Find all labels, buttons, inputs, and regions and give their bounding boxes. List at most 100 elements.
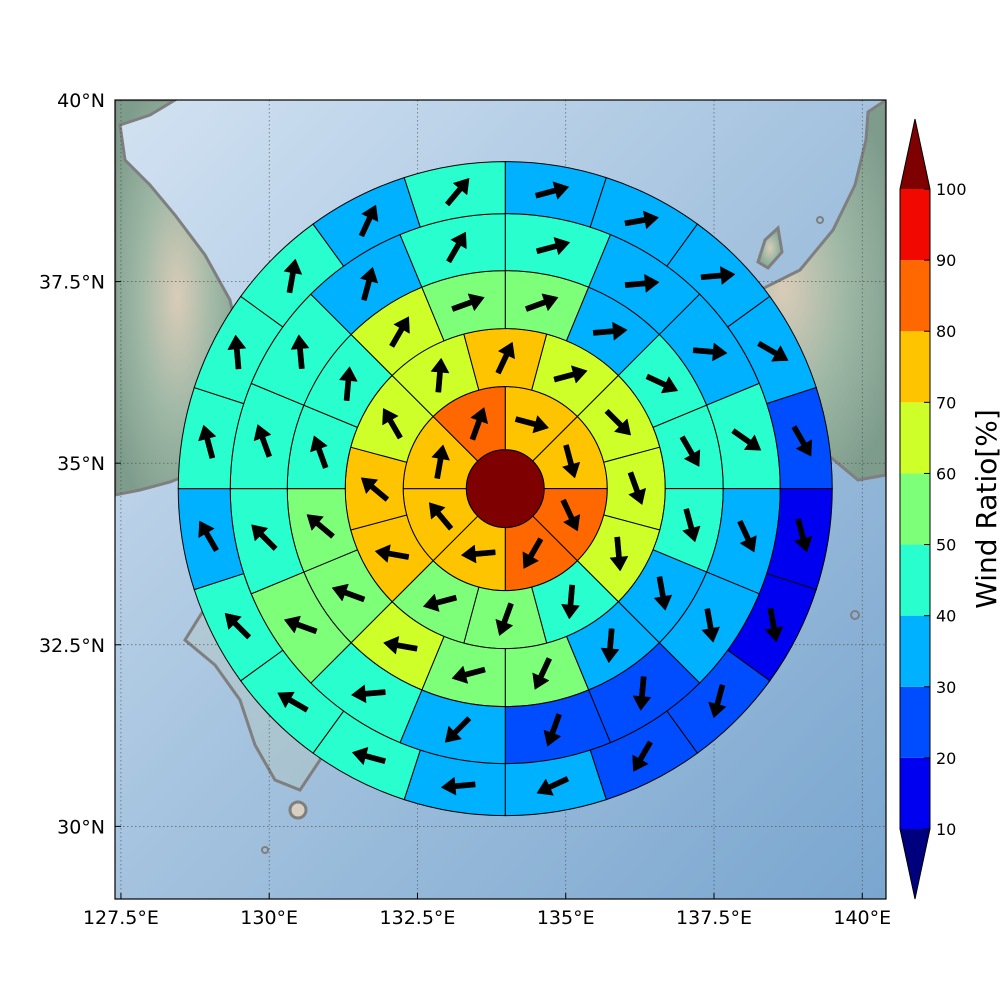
wind-arrow-ring-2-sector-0 xyxy=(553,365,588,384)
wind-arrow-ring-4-sector-9 xyxy=(350,684,386,704)
wind-arrow-ring-1-sector-0 xyxy=(514,415,550,434)
wind-arrow-ring-3-sector-1 xyxy=(592,321,628,341)
colorbar-tick-label-8: 90 xyxy=(936,251,956,270)
colorbar-level-6 xyxy=(900,402,930,474)
wind-arrow-ring-3-sector-3 xyxy=(679,435,701,467)
wind-arrow-ring-3-sector-6 xyxy=(600,628,620,664)
wind-arrow-ring-2-sector-7 xyxy=(374,544,410,563)
wind-arrow-ring-3-sector-9 xyxy=(383,635,418,655)
colorbar-extend-low xyxy=(900,829,930,899)
colorbar-level-3 xyxy=(900,615,930,687)
colorbar: 10 20 30 40 50 60 70 80 90 100 Wind Ratio[%] xyxy=(899,118,1000,900)
colorbar-tick-label-9: 100 xyxy=(936,180,967,199)
wind-arrow-ring-3-sector-8 xyxy=(451,665,486,684)
wind-arrow-ring-5-sector-3 xyxy=(757,340,789,362)
colorbar-label: Wind Ratio[%] xyxy=(970,409,1000,609)
colorbar-tick-label-3: 40 xyxy=(936,607,956,626)
wind-arrow-ring-5-sector-16 xyxy=(227,334,247,370)
wind-arrow-ring-4-sector-8 xyxy=(444,716,472,743)
x-tick-label-2: 132.5°E xyxy=(380,907,456,929)
wind-arrow-ring-3-sector-0 xyxy=(524,293,559,312)
wind-arrow-ring-4-sector-1 xyxy=(624,273,660,293)
wind-arrow-ring-4-sector-12 xyxy=(253,424,273,458)
wind-arrow-ring-1-sector-2 xyxy=(560,498,581,532)
wind-arrow-ring-4-sector-4 xyxy=(737,519,757,553)
wind-arrow-ring-1-sector-3 xyxy=(522,537,544,569)
wind-arrow-ring-2-sector-6 xyxy=(422,593,458,612)
plot-frame xyxy=(114,99,887,900)
wind-arrow-ring-4-sector-10 xyxy=(283,615,318,635)
wind-arrow-ring-5-sector-10 xyxy=(440,776,476,796)
x-tick-label-1: 130°E xyxy=(240,907,298,929)
wind-arrow-ring-4-sector-7 xyxy=(543,713,562,747)
ratio-cells xyxy=(177,161,833,817)
wind-arrow-ring-3-sector-2 xyxy=(645,373,679,394)
wind-arrow-ring-4-sector-6 xyxy=(632,676,652,711)
colorbar-level-1 xyxy=(900,757,930,829)
y-tick-label-2: 35°N xyxy=(57,453,105,475)
wind-arrow-ring-3-sector-14 xyxy=(389,316,410,348)
wind-arrow-ring-3-sector-5 xyxy=(653,576,673,611)
wind-arrows xyxy=(198,177,813,796)
wind-arrow-ring-1-sector-7 xyxy=(469,407,489,441)
colorbar-tick-label-5: 60 xyxy=(936,464,956,483)
colorbar-level-8 xyxy=(900,260,930,332)
wind-arrow-ring-5-sector-11 xyxy=(351,746,387,766)
wind-arrow-ring-3-sector-13 xyxy=(338,366,358,402)
colorbar-level-4 xyxy=(900,544,930,616)
wind-arrow-ring-2-sector-5 xyxy=(495,602,514,637)
wind-arrow-ring-5-sector-7 xyxy=(708,684,727,719)
wind-arrow-ring-4-sector-11 xyxy=(251,524,278,551)
y-tick-label-4: 40°N xyxy=(57,90,105,112)
sado-island xyxy=(756,225,784,270)
wind-arrow-ring-3-sector-10 xyxy=(331,583,366,603)
colorbar-level-5 xyxy=(900,473,930,545)
wind-arrow-ring-2-sector-4 xyxy=(561,584,580,620)
wind-arrow-ring-5-sector-17 xyxy=(283,258,303,294)
wind-arrow-ring-5-sector-0 xyxy=(534,181,570,200)
x-axis-ticks: 127.5°E 130°E 132.5°E 135°E 137.5°E 140°E xyxy=(83,893,891,929)
wind-arrow-ring-3-sector-11 xyxy=(306,514,335,539)
wind-arrow-ring-2-sector-2 xyxy=(627,471,647,506)
y-tick-label-3: 37.5°N xyxy=(39,272,105,294)
wind-arrow-ring-4-sector-14 xyxy=(359,266,379,302)
wind-arrow-ring-1-sector-1 xyxy=(561,444,581,479)
y-tick-label-1: 32.5°N xyxy=(39,635,105,657)
wind-arrow-ring-3-sector-15 xyxy=(451,293,485,312)
wind-arrow-ring-4-sector-3 xyxy=(731,428,762,451)
wind-arrow-ring-2-sector-10 xyxy=(430,357,450,393)
wind-arrow-ring-3-sector-4 xyxy=(682,508,701,543)
wind-arrow-ring-5-sector-4 xyxy=(791,425,813,457)
wind-arrow-ring-5-sector-2 xyxy=(700,266,736,285)
wind-arrow-ring-5-sector-6 xyxy=(764,607,784,643)
wind-arrow-ring-5-sector-19 xyxy=(444,177,470,207)
wind-arrow-ring-5-sector-14 xyxy=(198,520,220,553)
wind-arrow-ring-2-sector-8 xyxy=(360,477,390,502)
wind-arrow-ring-3-sector-12 xyxy=(310,435,329,469)
wind-arrow-ring-2-sector-3 xyxy=(609,536,629,572)
wind-arrow-ring-4-sector-15 xyxy=(446,231,467,264)
wind-arrow-ring-1-sector-4 xyxy=(460,544,496,564)
colorbar-level-9 xyxy=(900,189,930,261)
y-tick-label-0: 30°N xyxy=(57,816,105,838)
colorbar-tick-label-4: 50 xyxy=(936,536,956,555)
colorbar-tick-label-1: 20 xyxy=(936,749,956,768)
wind-arrow-ring-5-sector-8 xyxy=(632,740,653,772)
colorbar-tick-label-2: 30 xyxy=(936,678,956,697)
y-axis-ticks: 30°N 32.5°N 35°N 37.5°N 40°N xyxy=(39,90,121,838)
wind-arrow-ring-4-sector-0 xyxy=(535,237,571,256)
colorbar-tick-label-6: 70 xyxy=(936,393,956,412)
x-tick-label-5: 140°E xyxy=(833,907,891,929)
wind-arrow-ring-5-sector-1 xyxy=(624,210,660,230)
wind-arrow-ring-5-sector-15 xyxy=(198,424,217,459)
colorbar-tick-label-0: 10 xyxy=(936,820,956,839)
wind-arrow-ring-4-sector-13 xyxy=(290,334,310,370)
wind-arrow-ring-5-sector-13 xyxy=(224,612,252,640)
x-tick-label-0: 127.5°E xyxy=(83,907,159,929)
wind-arrow-ring-2-sector-11 xyxy=(495,341,516,375)
colorbar-level-7 xyxy=(900,331,930,403)
x-tick-label-4: 137.5°E xyxy=(676,907,752,929)
colorbar-extend-high xyxy=(900,119,930,189)
x-tick-label-3: 135°E xyxy=(537,907,595,929)
